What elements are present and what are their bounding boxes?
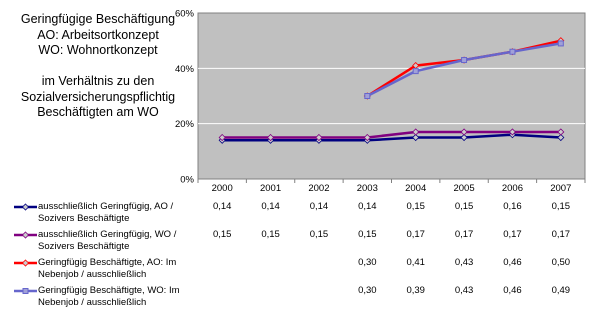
data-point bbox=[509, 48, 516, 55]
data-point bbox=[364, 93, 371, 99]
data-point bbox=[508, 128, 517, 136]
x-tick-label: 2007 bbox=[550, 183, 571, 194]
x-tick-label: 2003 bbox=[357, 183, 378, 194]
data-point bbox=[363, 133, 371, 142]
title-line-1: Geringfügige Beschäftigung bbox=[20, 12, 176, 26]
title-line-6: Sozialversicherungspflichtig bbox=[20, 89, 176, 104]
title-line-7: Beschäftigten am WO bbox=[37, 105, 159, 119]
series-line bbox=[222, 130, 561, 139]
data-point bbox=[557, 40, 564, 47]
chart-title: Geringfügige Beschäftigung AO: Arbeitsor… bbox=[4, 12, 192, 121]
y-tick-label: 0% bbox=[180, 175, 194, 186]
data-point bbox=[460, 133, 468, 142]
title-line-5: im Verhältnis zu den bbox=[41, 74, 155, 88]
x-tick-label: 2004 bbox=[405, 183, 426, 194]
data-point bbox=[315, 133, 323, 142]
legend-marker bbox=[21, 231, 30, 239]
series-line bbox=[222, 133, 561, 142]
y-tick-label: 60% bbox=[175, 9, 195, 20]
x-tick-label: 2006 bbox=[502, 183, 523, 194]
legend-marker bbox=[21, 203, 30, 211]
y-tick-label: 20% bbox=[175, 119, 195, 130]
title-line-3: WO: Wohnortkonzept bbox=[38, 43, 158, 57]
data-point bbox=[218, 133, 226, 142]
data-point bbox=[266, 133, 275, 142]
data-point bbox=[461, 57, 468, 64]
title-line-2: AO: Arbeitsortkonzept bbox=[37, 27, 159, 42]
legend-marker bbox=[21, 259, 30, 267]
x-tick-label: 2000 bbox=[212, 183, 233, 194]
x-tick-label: 2002 bbox=[308, 183, 329, 194]
data-point bbox=[412, 133, 420, 142]
y-tick-label: 40% bbox=[175, 64, 195, 75]
x-tick-label: 2005 bbox=[453, 183, 474, 194]
data-point bbox=[412, 68, 419, 75]
x-tick-label: 2001 bbox=[260, 183, 281, 194]
plot-area bbox=[197, 12, 586, 180]
data-point bbox=[460, 128, 468, 136]
data-point bbox=[557, 128, 565, 136]
legend-marker bbox=[22, 288, 29, 294]
data-point bbox=[412, 128, 420, 136]
data-point bbox=[557, 133, 565, 142]
